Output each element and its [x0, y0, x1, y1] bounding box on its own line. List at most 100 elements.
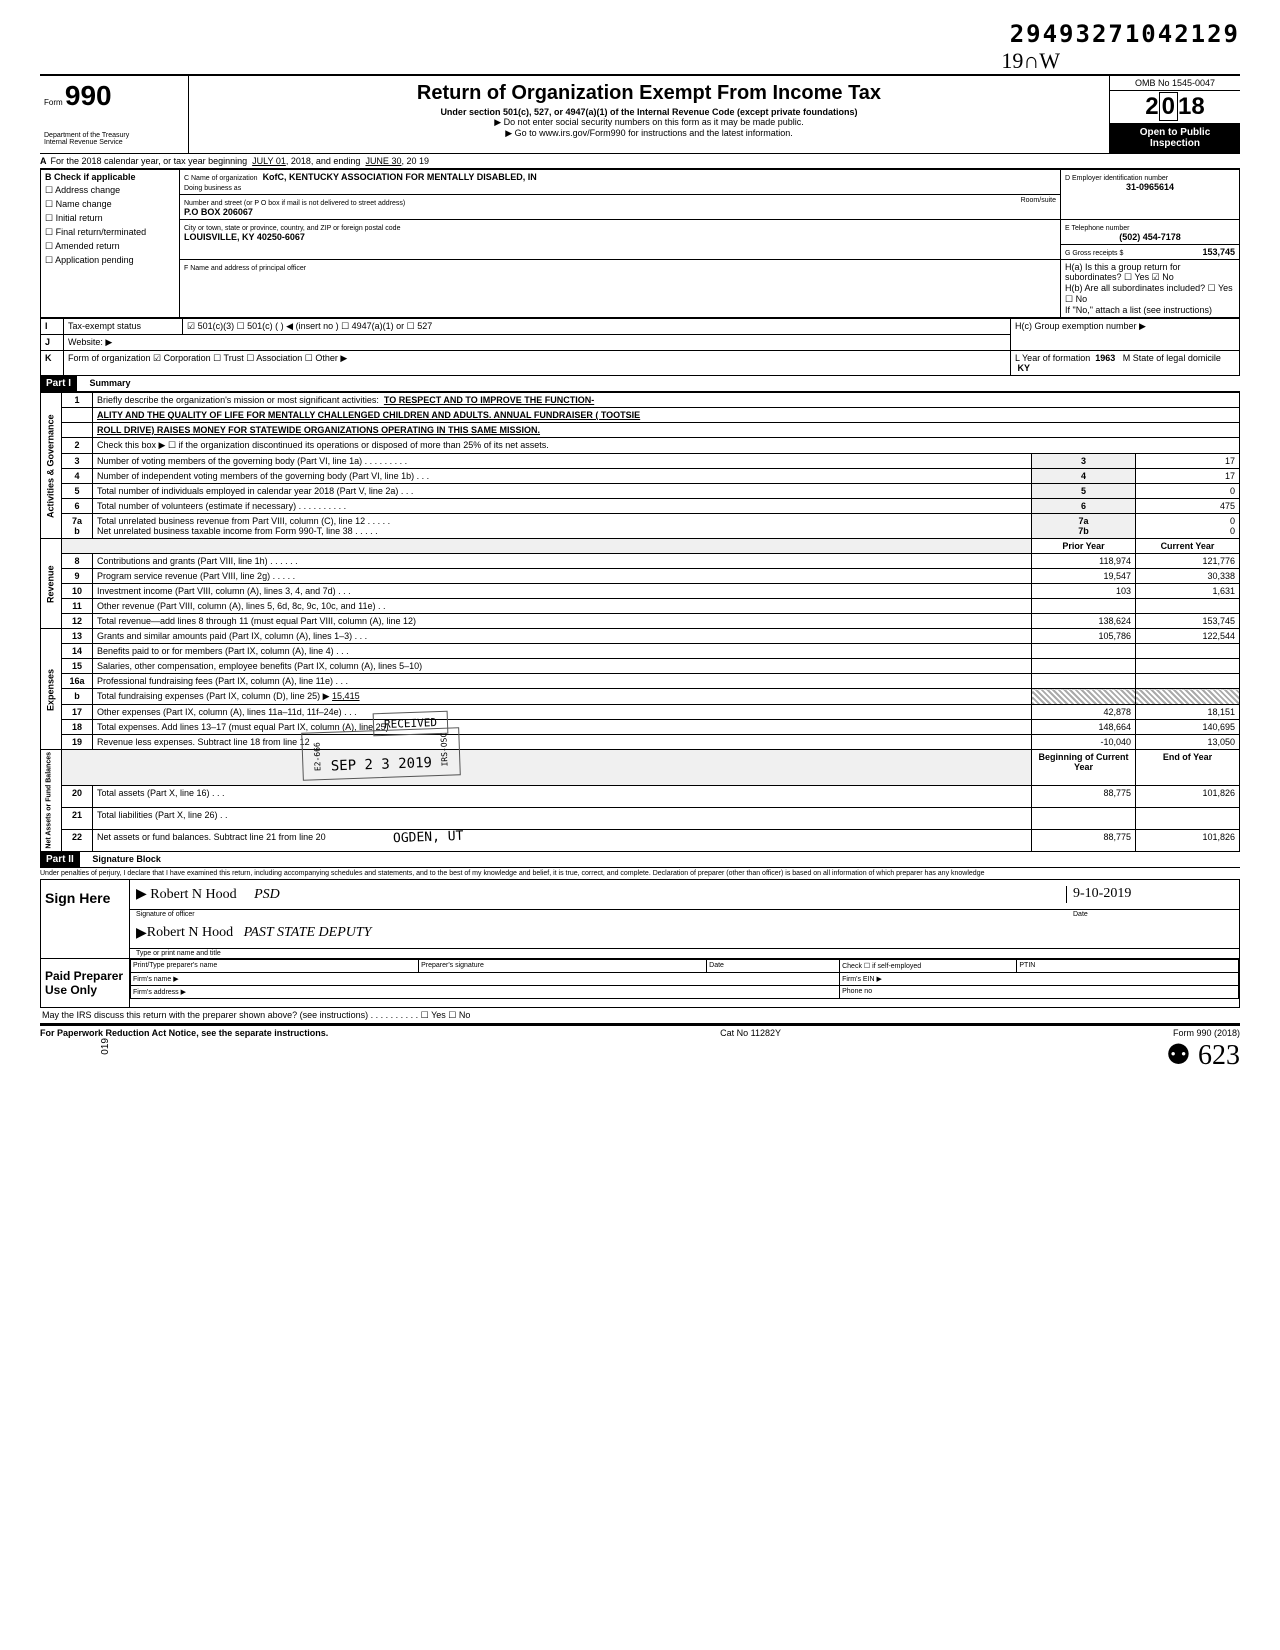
- rev-10-c: 1,631: [1136, 584, 1240, 599]
- net-22-c: 101,826: [1136, 829, 1240, 851]
- val-7b: 0: [1230, 526, 1235, 536]
- room-label: Room/suite: [1021, 197, 1056, 204]
- net-20-n: 20: [62, 786, 93, 808]
- paid-preparer-block: Paid Preparer Use Only Print/Type prepar…: [40, 959, 1240, 1008]
- phone-value: (502) 454-7178: [1065, 232, 1235, 242]
- side-019: 019: [100, 1038, 111, 1055]
- pp-sig-lbl: Preparer's signature: [419, 959, 707, 972]
- exp-18-n: 18: [62, 720, 93, 735]
- public-line1: Open to Public: [1114, 127, 1236, 138]
- line-a: A For the 2018 calendar year, or tax yea…: [40, 154, 1240, 169]
- form-header: Form 990 Department of the Treasury Inte…: [40, 74, 1240, 154]
- sign-date: 9-10-2019: [1066, 886, 1233, 903]
- status-block: I Tax-exempt status ☑ 501(c)(3) ☐ 501(c)…: [40, 318, 1240, 376]
- form-ref: Form 990 (2018): [1173, 1028, 1240, 1038]
- omb-number: OMB No 1545-0047: [1110, 76, 1240, 91]
- part2-title: Signature Block: [92, 854, 161, 864]
- tax-year-end: JUNE 30: [365, 156, 401, 166]
- url-info: ▶ Go to www.irs.gov/Form990 for instruct…: [193, 128, 1105, 139]
- part1-header: Part I: [40, 376, 77, 391]
- date-label: Date: [1067, 910, 1239, 919]
- h-c: H(c) Group exemption number ▶: [1011, 319, 1240, 351]
- prior-year-hdr: Prior Year: [1062, 541, 1104, 551]
- exp-19-n: 19: [62, 735, 93, 750]
- domicile-lbl: M State of legal domicile: [1123, 353, 1221, 363]
- year-formation-lbl: L Year of formation: [1015, 353, 1090, 363]
- org-name: KofC, KENTUCKY ASSOCIATION FOR MENTALLY …: [263, 172, 537, 182]
- page-footer: For Paperwork Reduction Act Notice, see …: [40, 1025, 1240, 1038]
- row-k-lbl: K: [45, 353, 52, 363]
- exp-13-n: 13: [62, 629, 93, 644]
- cb-amended[interactable]: Amended return: [45, 241, 175, 252]
- cb-address-change[interactable]: Address change: [45, 185, 175, 196]
- form-number: 990: [65, 80, 112, 111]
- part2-header: Part II: [40, 852, 80, 867]
- rev-11-c: [1136, 599, 1240, 614]
- rev-8-p: 118,974: [1032, 554, 1136, 569]
- mission-1: TO RESPECT AND TO IMPROVE THE FUNCTION-: [384, 395, 594, 405]
- form-year: 20201818: [1110, 91, 1240, 123]
- net-21-d: Total liabilities (Part X, line 26) . .: [93, 808, 1032, 830]
- officer-print-name: Robert N Hood: [147, 925, 233, 942]
- h-b: H(b) Are all subordinates included? ☐ Ye…: [1065, 283, 1235, 305]
- pp-name-lbl: Print/Type preparer's name: [131, 959, 419, 972]
- sig-title: PSD: [254, 887, 280, 902]
- handwritten-initials: ⚉ 623: [40, 1038, 1240, 1072]
- exp-16b-d: Total fundraising expenses (Part IX, col…: [97, 691, 330, 701]
- city-label: City or town, state or province, country…: [184, 225, 400, 232]
- rev-12-c: 153,745: [1136, 614, 1240, 629]
- exp-13-c: 122,544: [1136, 629, 1240, 644]
- paid-preparer-label: Paid Preparer Use Only: [41, 959, 130, 1007]
- rev-8-c: 121,776: [1136, 554, 1240, 569]
- rev-12-d: Total revenue—add lines 8 through 11 (mu…: [93, 614, 1032, 629]
- hand-annotation: 19∩W: [40, 48, 1060, 74]
- firm-addr-lbl: Firm's address ▶: [131, 985, 840, 998]
- exp-19-p: -10,040: [1032, 735, 1136, 750]
- line-a-text: For the 2018 calendar year, or tax year …: [51, 156, 248, 166]
- exp-16b-val: 15,415: [332, 691, 360, 701]
- cur-year-hdr: Current Year: [1161, 541, 1215, 551]
- exp-17-d: Other expenses (Part IX, column (A), lin…: [93, 705, 1032, 720]
- ein-value: 31-0965614: [1065, 182, 1235, 192]
- website-label: Website: ▶: [64, 335, 1011, 351]
- line-3: Number of voting members of the governin…: [93, 454, 1032, 469]
- domicile: KY: [1018, 363, 1031, 373]
- rev-10-d: Investment income (Part VIII, column (A)…: [93, 584, 1032, 599]
- exp-19-c: 13,050: [1136, 735, 1240, 750]
- pra-notice: For Paperwork Reduction Act Notice, see …: [40, 1028, 328, 1038]
- cb-name-change[interactable]: Name change: [45, 199, 175, 210]
- form-title: Return of Organization Exempt From Incom…: [193, 82, 1105, 105]
- tax-exempt-opts: ☑ 501(c)(3) ☐ 501(c) ( ) ◀ (insert no ) …: [183, 319, 1011, 335]
- cb-final-return[interactable]: Final return/terminated: [45, 227, 175, 238]
- public-line2: Inspection: [1114, 138, 1236, 149]
- dln-code: 29493271042129: [40, 20, 1240, 48]
- pp-check-lbl: Check ☐ if self-employed: [840, 959, 1017, 972]
- cb-initial-return[interactable]: Initial return: [45, 213, 175, 224]
- mission-3: ROLL DRIVE) RAISES MONEY FOR STATEWIDE O…: [97, 425, 540, 435]
- val-6: 475: [1136, 499, 1240, 514]
- officer-title: PAST STATE DEPUTY: [244, 925, 372, 942]
- val-4: 17: [1136, 469, 1240, 484]
- gov-sidebar: Activities & Governance: [41, 393, 62, 539]
- dept-irs: Internal Revenue Service: [44, 139, 184, 146]
- rev-10-n: 10: [62, 584, 93, 599]
- tax-exempt-label: Tax-exempt status: [64, 319, 183, 335]
- rev-sidebar: Revenue: [41, 539, 62, 629]
- firm-phone-lbl: Phone no: [840, 985, 1239, 998]
- net-22-d: Net assets or fund balances. Subtract li…: [97, 832, 326, 842]
- exp-17-p: 42,878: [1032, 705, 1136, 720]
- cb-app-pending[interactable]: Application pending: [45, 255, 175, 266]
- name-sub-label: Type or print name and title: [130, 949, 1239, 958]
- line-6: Total number of volunteers (estimate if …: [93, 499, 1032, 514]
- mission-2: ALITY AND THE QUALITY OF LIFE FOR MENTAL…: [97, 410, 640, 420]
- net-sidebar: Net Assets or Fund Balances: [41, 750, 62, 852]
- street-value: P.O BOX 206067: [184, 207, 253, 217]
- rev-9-d: Program service revenue (Part VIII, line…: [93, 569, 1032, 584]
- net-20-p: 88,775: [1032, 786, 1136, 808]
- exp-13-d: Grants and similar amounts paid (Part IX…: [93, 629, 1032, 644]
- sig-sub-label: Signature of officer: [130, 910, 1067, 919]
- h-a: H(a) Is this a group return for subordin…: [1065, 262, 1235, 283]
- officer-signature: Robert N Hood: [150, 887, 236, 902]
- year-formation: 1963: [1095, 353, 1115, 363]
- mission-label: Briefly describe the organization's miss…: [97, 395, 379, 405]
